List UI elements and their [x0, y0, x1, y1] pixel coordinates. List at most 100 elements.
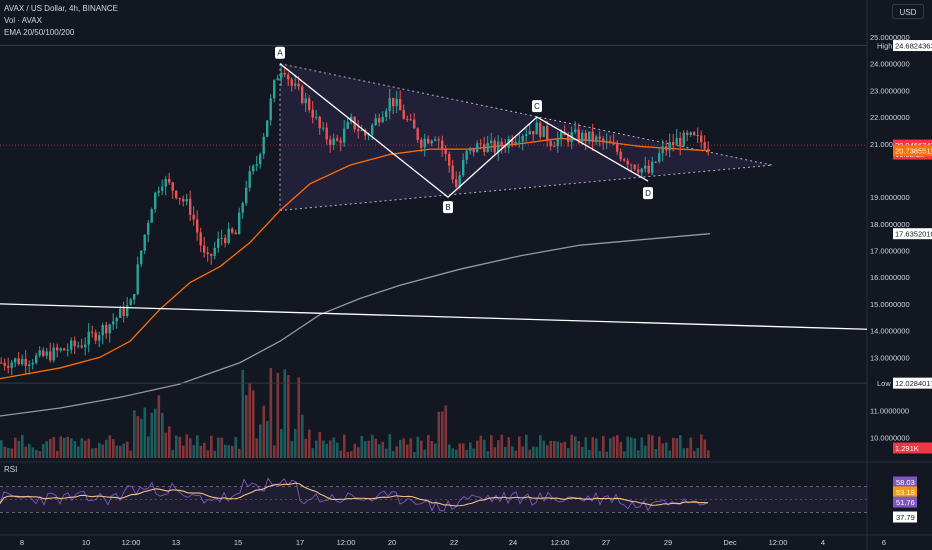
time-tick-label: 29	[664, 538, 672, 547]
candle-body	[339, 140, 342, 143]
candle-body	[525, 134, 528, 136]
candle-body	[276, 78, 279, 81]
volume-bar	[591, 437, 595, 458]
candle-body	[241, 203, 244, 213]
candle-body	[101, 325, 104, 336]
candle-body	[609, 140, 612, 144]
volume-bar	[584, 437, 588, 458]
candle-body	[539, 122, 542, 137]
candle-body	[402, 110, 405, 119]
time-tick-label: 8	[20, 538, 24, 547]
candle-body	[444, 148, 447, 154]
volume-bar	[668, 450, 672, 458]
candle-body	[504, 146, 507, 148]
volume-bar	[290, 441, 294, 458]
volume-bar	[315, 440, 318, 458]
volume-bar	[339, 450, 343, 458]
candle-body	[210, 253, 213, 256]
volume-bar	[430, 440, 434, 458]
volume-bar	[56, 450, 59, 458]
candle-body	[378, 118, 381, 123]
candle-body	[94, 332, 97, 341]
volume-bar	[486, 451, 490, 458]
candle-body	[259, 154, 262, 165]
volume-bar	[455, 449, 458, 458]
candle-body	[231, 228, 234, 233]
candle-body	[112, 321, 115, 325]
candle-body	[616, 144, 619, 152]
volume-bar	[381, 441, 385, 458]
price-marker-box	[893, 40, 932, 52]
volume-bar	[213, 450, 217, 458]
pattern-label-b: B	[445, 203, 450, 212]
candle-body	[77, 345, 80, 347]
volume-bar	[238, 448, 241, 458]
volume-bar	[325, 443, 329, 458]
candle-body	[182, 199, 185, 202]
time-tick-label: 17	[296, 538, 304, 547]
volume-bar	[374, 438, 378, 458]
candle-body	[14, 358, 17, 363]
volume-bar	[224, 444, 227, 458]
volume-bar	[94, 448, 98, 458]
price-marker-label: 12.0284017	[895, 379, 932, 388]
volume-bar	[255, 438, 259, 458]
currency-button[interactable]: USD	[892, 4, 924, 19]
volume-bar	[322, 440, 325, 458]
candle-body	[224, 237, 227, 244]
triangle-upper-line	[279, 63, 773, 166]
volume-bar	[402, 438, 406, 458]
volume-bar	[185, 434, 189, 458]
volume-bar	[171, 450, 175, 458]
candle-body	[171, 182, 174, 191]
volume-bar	[462, 443, 465, 458]
rsi-marker-box	[893, 496, 917, 508]
candle-body	[553, 146, 556, 148]
candle-body	[294, 83, 297, 86]
volume-bar	[84, 440, 87, 458]
volume-bar	[423, 449, 427, 458]
candle-body	[399, 98, 402, 111]
volume-bar	[231, 445, 234, 458]
rsi-ma-line	[0, 482, 709, 507]
candle-body	[434, 139, 437, 141]
candle-body	[150, 209, 153, 223]
price-tick-label: 10.0000000	[870, 433, 910, 442]
volume-bar	[700, 434, 703, 458]
candle-body	[406, 118, 409, 120]
volume-bar	[73, 441, 77, 458]
pattern-label-a: A	[277, 49, 283, 58]
candle-body	[518, 141, 521, 143]
rsi-marker-label: 58.03	[896, 478, 915, 487]
candle-body	[486, 143, 489, 152]
candle-body	[581, 132, 584, 142]
volume-bar	[507, 437, 511, 458]
volume-bar	[626, 436, 630, 458]
volume-bar	[87, 438, 91, 458]
volume-bar	[693, 450, 696, 458]
candle-body	[409, 119, 412, 121]
volume-bar	[161, 412, 164, 458]
candle-body	[21, 358, 24, 365]
candle-body	[665, 146, 668, 151]
volume-bar	[493, 447, 497, 458]
volume-bar	[108, 435, 112, 458]
volume-bar	[21, 434, 24, 458]
volume-bar	[273, 445, 276, 458]
volume-bar	[178, 436, 182, 458]
candle-body	[574, 129, 577, 133]
volume-bar	[210, 435, 213, 458]
pattern-label-d-box	[643, 187, 653, 200]
volume-bar	[77, 446, 80, 458]
volume-bar	[35, 449, 38, 458]
candle-body	[640, 168, 643, 173]
volume-bar	[413, 451, 416, 458]
candle-body	[584, 132, 587, 142]
trendline	[0, 303, 868, 330]
candle-body	[598, 136, 601, 139]
volume-bar	[605, 451, 609, 458]
volume-bar	[311, 448, 315, 458]
candle-body	[441, 140, 444, 149]
candle-body	[154, 192, 157, 210]
